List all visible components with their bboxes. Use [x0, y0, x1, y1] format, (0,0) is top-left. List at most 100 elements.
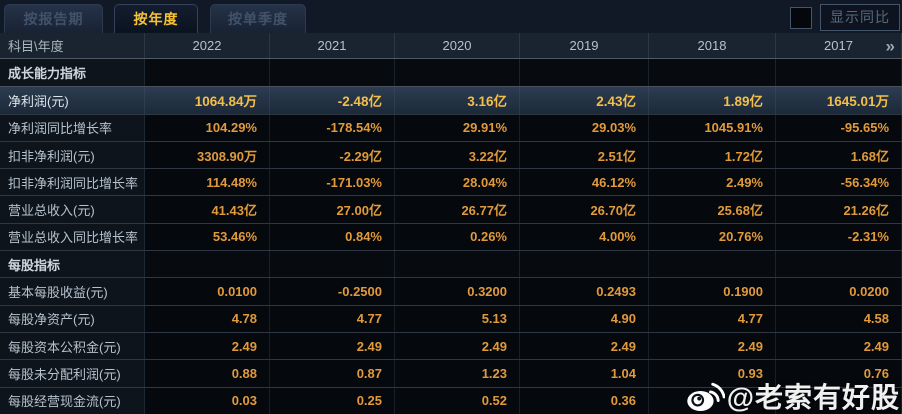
column-header-2017: 2017 » — [776, 33, 902, 58]
cell-value: 21.26亿 — [776, 196, 902, 223]
cell-value — [145, 251, 270, 278]
cell-value: 3.16亿 — [395, 87, 520, 114]
cell-value — [649, 387, 776, 414]
cell-value: 4.58 — [776, 305, 902, 332]
cell-value: -0.2500 — [270, 278, 395, 305]
cell-value — [649, 251, 776, 278]
cell-value — [145, 59, 270, 87]
table-row[interactable]: 基本每股收益(元) 0.0100 -0.2500 0.3200 0.2493 0.1900… — [0, 277, 902, 305]
cell-value: 29.03% — [520, 114, 649, 141]
row-label: 每股净资产(元) — [0, 305, 145, 332]
cell-value: 0.76 — [776, 360, 902, 387]
cell-value: 25.68亿 — [649, 196, 776, 223]
cell-value — [649, 59, 776, 87]
yoy-controls: 显示同比 — [790, 4, 900, 31]
cell-value: 2.49 — [649, 332, 776, 360]
cell-value: 2.49 — [145, 332, 270, 360]
cell-value: 0.0100 — [145, 278, 270, 305]
column-header-2020: 2020 — [395, 33, 520, 58]
cell-value: 1.68亿 — [776, 141, 902, 169]
row-label: 成长能力指标 — [0, 59, 145, 87]
cell-value — [776, 251, 902, 278]
table-row[interactable]: 营业总收入同比增长率 53.46% 0.84% 0.26% 4.00% 20.76% -2.… — [0, 222, 902, 251]
cell-value: 4.77 — [270, 305, 395, 332]
cell-value: 1.04 — [520, 360, 649, 387]
row-label: 营业总收入(元) — [0, 196, 145, 223]
section-row[interactable]: 成长能力指标 — [0, 59, 902, 87]
cell-value: 0.2493 — [520, 278, 649, 305]
row-label: 净利润同比增长率 — [0, 114, 145, 141]
tab-bar: 按报告期 按年度 按单季度 显示同比 — [0, 0, 902, 33]
show-yoy-checkbox[interactable] — [790, 6, 812, 29]
more-years-chevron-icon[interactable]: » — [885, 36, 895, 55]
cell-value: 0.36 — [520, 387, 649, 414]
cell-value: 2.51亿 — [520, 141, 649, 169]
row-label: 净利润(元) — [0, 87, 145, 114]
cell-value — [395, 59, 520, 87]
table-row[interactable]: 每股未分配利润(元) 0.88 0.87 1.23 1.04 0.93 0.76 — [0, 359, 902, 387]
table-body: 成长能力指标 净利润(元) 1064.84万 -2.48亿 3.16亿 2.43亿 1.89… — [0, 59, 902, 414]
column-header-2018: 2018 — [649, 33, 776, 58]
cell-value: 114.48% — [145, 169, 270, 196]
cell-value — [520, 59, 649, 87]
cell-value: 4.77 — [649, 305, 776, 332]
table-row[interactable]: 每股净资产(元) 4.78 4.77 5.13 4.90 4.77 4.58 — [0, 304, 902, 332]
cell-value: -2.48亿 — [270, 87, 395, 114]
cell-value: 27.00亿 — [270, 196, 395, 223]
table-row[interactable]: 扣非净利润(元) 3308.90万 -2.29亿 3.22亿 2.51亿 1.72亿 1.6… — [0, 140, 902, 169]
cell-value: -2.29亿 — [270, 141, 395, 169]
cell-value: 26.77亿 — [395, 196, 520, 223]
cell-value: 0.0200 — [776, 278, 902, 305]
cell-value — [776, 59, 902, 87]
cell-value — [395, 251, 520, 278]
table-row[interactable]: 净利润同比增长率 104.29% -178.54% 29.91% 29.03% 1045.… — [0, 113, 902, 141]
show-yoy-label[interactable]: 显示同比 — [820, 4, 900, 31]
cell-value — [270, 251, 395, 278]
cell-value: 3.22亿 — [395, 141, 520, 169]
cell-value: 0.87 — [270, 360, 395, 387]
cell-value: 1045.91% — [649, 114, 776, 141]
cell-value: 3308.90万 — [145, 141, 270, 169]
cell-value: 0.26% — [395, 223, 520, 251]
cell-value: 0.52 — [395, 387, 520, 414]
cell-value — [776, 387, 902, 414]
column-header-2022: 2022 — [145, 33, 270, 58]
cell-value: 4.00% — [520, 223, 649, 251]
table-row[interactable]: 净利润(元) 1064.84万 -2.48亿 3.16亿 2.43亿 1.89亿 1645.… — [0, 86, 902, 114]
row-label: 扣非净利润(元) — [0, 141, 145, 169]
tab-by-report-period[interactable]: 按报告期 — [4, 4, 103, 33]
column-header-2019: 2019 — [520, 33, 649, 58]
cell-value: 28.04% — [395, 169, 520, 196]
cell-value: 2.49 — [270, 332, 395, 360]
table-row[interactable]: 扣非净利润同比增长率 114.48% -171.03% 28.04% 46.12% 2.4… — [0, 168, 902, 196]
cell-value: 0.03 — [145, 387, 270, 414]
cell-value: 0.93 — [649, 360, 776, 387]
column-header-2021: 2021 — [270, 33, 395, 58]
cell-value: 2.49% — [649, 169, 776, 196]
row-label: 扣非净利润同比增长率 — [0, 169, 145, 196]
table-row[interactable]: 每股资本公积金(元) 2.49 2.49 2.49 2.49 2.49 2.49 — [0, 331, 902, 360]
tab-by-single-quarter[interactable]: 按单季度 — [210, 4, 306, 33]
tab-by-year[interactable]: 按年度 — [114, 4, 198, 33]
cell-value: 2.43亿 — [520, 87, 649, 114]
table-header-row: 科目\年度 2022 2021 2020 2019 2018 2017 » — [0, 33, 902, 59]
cell-value: 0.84% — [270, 223, 395, 251]
cell-value: 104.29% — [145, 114, 270, 141]
cell-value: 0.1900 — [649, 278, 776, 305]
row-label: 每股指标 — [0, 251, 145, 278]
table-row[interactable]: 营业总收入(元) 41.43亿 27.00亿 26.77亿 26.70亿 25.68亿 21… — [0, 195, 902, 223]
cell-value: 0.3200 — [395, 278, 520, 305]
cell-value: 1.72亿 — [649, 141, 776, 169]
cell-value: 5.13 — [395, 305, 520, 332]
section-row[interactable]: 每股指标 — [0, 250, 902, 278]
row-label: 基本每股收益(元) — [0, 278, 145, 305]
cell-value: 2.49 — [520, 332, 649, 360]
cell-value: 29.91% — [395, 114, 520, 141]
cell-value: 4.90 — [520, 305, 649, 332]
cell-value: 20.76% — [649, 223, 776, 251]
table-row[interactable]: 每股经营现金流(元) 0.03 0.25 0.52 0.36 — [0, 386, 902, 414]
cell-value: 2.49 — [395, 332, 520, 360]
cell-value: 2.49 — [776, 332, 902, 360]
cell-value: 1645.01万 — [776, 87, 902, 114]
